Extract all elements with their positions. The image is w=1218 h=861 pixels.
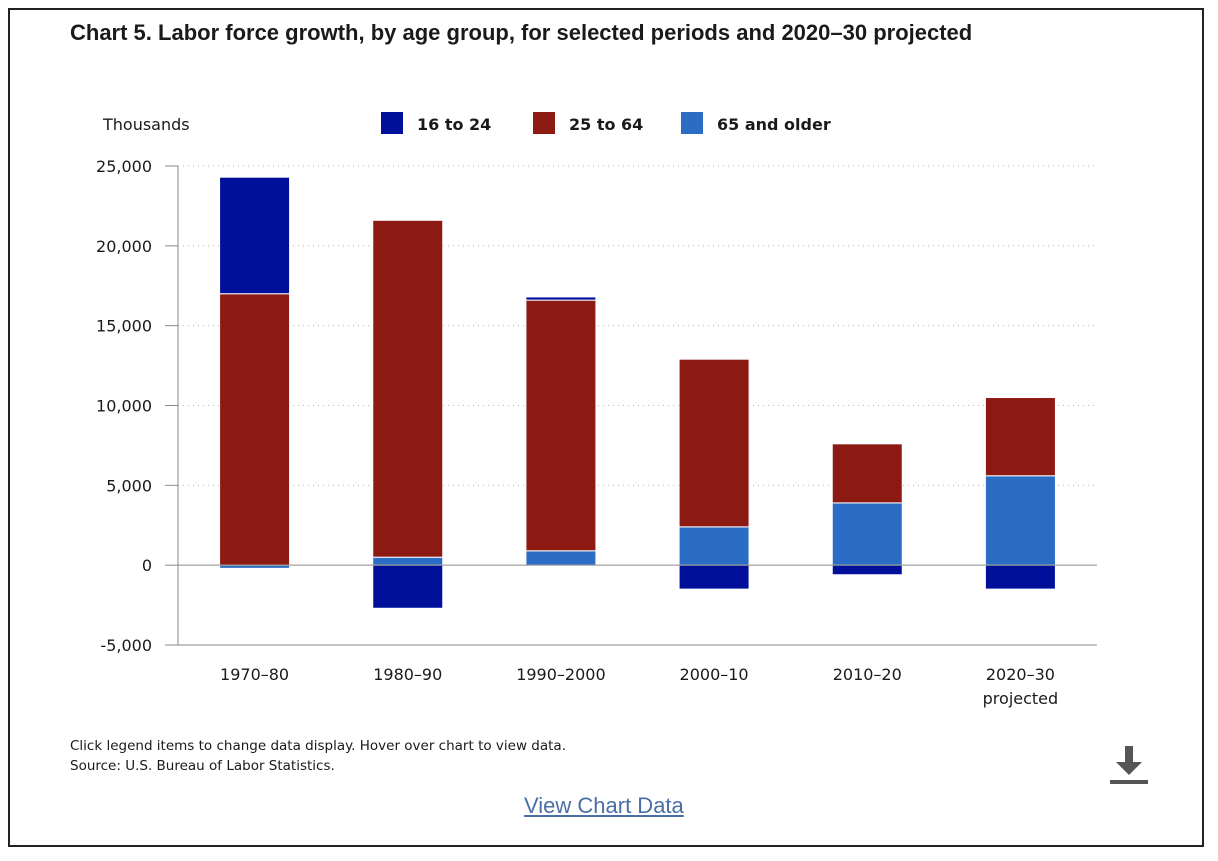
- x-tick-label: projected: [983, 689, 1059, 708]
- legend-swatch[interactable]: [681, 112, 703, 134]
- legend-item[interactable]: 65 and older: [681, 112, 831, 134]
- bar-segment[interactable]: [525, 296, 597, 301]
- chart-notes: Click legend items to change data displa…: [70, 736, 566, 776]
- view-chart-data-link[interactable]: View Chart Data: [524, 793, 684, 818]
- bar-segment[interactable]: [984, 397, 1056, 477]
- legend-swatch[interactable]: [533, 112, 555, 134]
- x-tick-label: 1970–80: [220, 665, 289, 684]
- bar-segment[interactable]: [678, 564, 750, 590]
- bar-segment[interactable]: [372, 564, 444, 609]
- chart-instructions: Click legend items to change data displa…: [70, 738, 566, 754]
- chart-title: Chart 5. Labor force growth, by age grou…: [70, 20, 973, 45]
- bar-segment[interactable]: [525, 550, 597, 566]
- y-tick-label: 0: [142, 556, 152, 575]
- y-tick-label: 20,000: [96, 237, 152, 256]
- bar-segment[interactable]: [678, 526, 750, 566]
- bar-segment[interactable]: [831, 502, 903, 566]
- bar-segment[interactable]: [831, 564, 903, 576]
- bar-segment[interactable]: [372, 556, 444, 566]
- y-tick-label: 15,000: [96, 317, 152, 336]
- bar-segment[interactable]: [831, 443, 903, 504]
- bar-segment[interactable]: [219, 293, 291, 566]
- x-tick-label: 2010–20: [833, 665, 902, 684]
- x-tick-label: 1990–2000: [516, 665, 605, 684]
- y-tick-label: 10,000: [96, 397, 152, 416]
- bar-segment[interactable]: [525, 299, 597, 552]
- bar-segment[interactable]: [984, 475, 1056, 566]
- legend-item[interactable]: 16 to 24: [381, 112, 491, 134]
- y-tick-label: 5,000: [106, 476, 152, 495]
- y-tick-label: -5,000: [100, 636, 152, 655]
- bar-segment[interactable]: [219, 176, 291, 295]
- legend-label[interactable]: 65 and older: [717, 115, 831, 134]
- legend-swatch[interactable]: [381, 112, 403, 134]
- legend-item[interactable]: 25 to 64: [533, 112, 643, 134]
- bar-segment[interactable]: [372, 219, 444, 558]
- download-icon[interactable]: [1108, 744, 1150, 788]
- x-tick-label: 2000–10: [680, 665, 749, 684]
- y-tick-label: 25,000: [96, 157, 152, 176]
- bar-segment[interactable]: [984, 564, 1056, 590]
- bar-segment[interactable]: [678, 358, 750, 528]
- chart-source: Source: U.S. Bureau of Labor Statistics.: [70, 758, 335, 774]
- legend-label[interactable]: 25 to 64: [569, 115, 643, 134]
- legend-label[interactable]: 16 to 24: [417, 115, 491, 134]
- y-axis-label: Thousands: [102, 115, 190, 134]
- x-tick-label: 2020–30: [986, 665, 1055, 684]
- x-tick-label: 1980–90: [373, 665, 442, 684]
